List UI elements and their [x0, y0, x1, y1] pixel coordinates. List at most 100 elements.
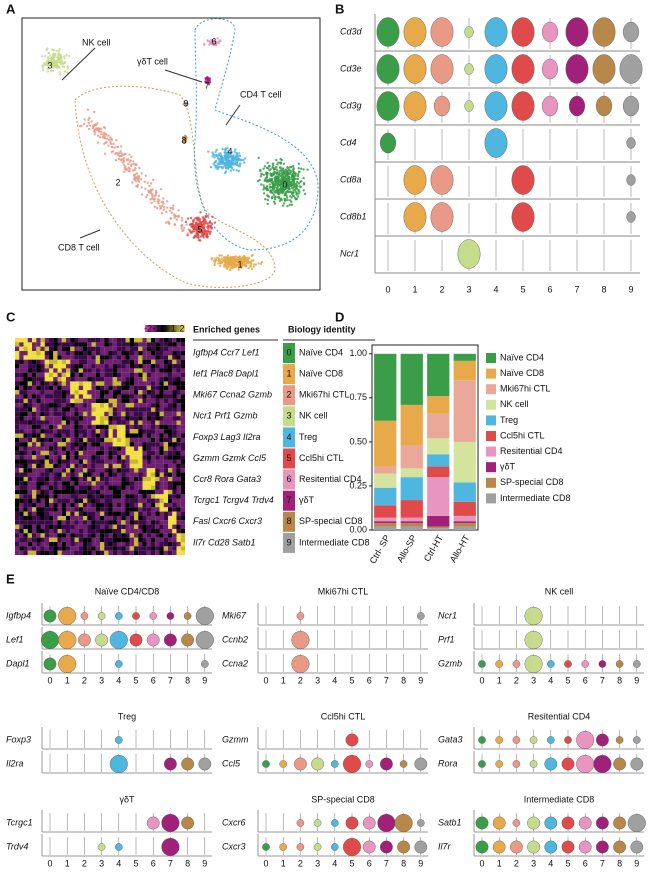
x-tick-label: 1: [65, 675, 70, 685]
gene-label: Rora: [438, 758, 458, 768]
heatmap-cell: [180, 515, 186, 521]
violin: [544, 816, 558, 830]
heatmap-cell: [125, 390, 130, 395]
identity-label: Mki67hi CTL: [299, 390, 350, 400]
heatmap-cell: [74, 407, 79, 412]
heatmap-cell: [117, 450, 122, 456]
heatmap-cell: [87, 338, 92, 343]
heatmap-cell: [53, 385, 58, 391]
heatmap-cell: [32, 528, 37, 534]
bar-segment: [400, 500, 423, 518]
heatmap-cell: [134, 385, 139, 391]
heatmap-cell: [27, 472, 33, 477]
heatmap-cell: [155, 524, 160, 530]
heatmap-cell: [87, 520, 92, 525]
cell-dot: [202, 220, 205, 223]
cell-dot: [279, 166, 282, 169]
heatmap-cell: [53, 372, 58, 378]
heatmap-cell: [104, 429, 109, 434]
cell-dot: [297, 162, 301, 165]
heatmap-cell: [36, 502, 41, 508]
heatmap-cell: [53, 541, 58, 547]
heatmap-cell: [83, 416, 88, 421]
cell-dot: [91, 126, 95, 130]
violin: [365, 760, 374, 768]
heatmap-cell: [146, 511, 152, 516]
heatmap-cell: [129, 390, 135, 395]
cell-dot: [192, 228, 195, 231]
heatmap-cell: [91, 520, 96, 525]
heatmap-cell: [142, 502, 147, 508]
heatmap-cell: [44, 411, 50, 417]
heatmap-cell: [53, 359, 58, 365]
heatmap-cell: [159, 394, 164, 399]
cell-dot: [299, 167, 303, 170]
cell-dot: [58, 71, 61, 74]
heatmap-cell: [23, 351, 28, 356]
heatmap-cell: [117, 420, 122, 425]
heatmap-cell: [151, 468, 156, 473]
violin: [343, 838, 362, 857]
heatmap-cell: [134, 364, 139, 369]
heatmap-cell: [176, 446, 181, 451]
heatmap-cell: [40, 433, 45, 438]
heatmap-cell: [57, 459, 62, 464]
heatmap-cell: [159, 511, 164, 516]
heatmap-cell: [176, 528, 181, 534]
heatmap-cell: [180, 420, 186, 425]
heatmap-cell: [74, 546, 79, 551]
violin: [613, 816, 626, 830]
cell-dot: [236, 163, 239, 166]
heatmap-cell: [129, 424, 135, 430]
violin: [115, 736, 123, 744]
heatmap-cell: [83, 541, 88, 547]
heatmap-cell: [61, 498, 67, 503]
heatmap-cell: [61, 472, 67, 477]
cell-dot: [42, 64, 46, 67]
heatmap-cell: [151, 476, 156, 482]
cell-dot: [135, 172, 139, 175]
heatmap-cell: [125, 485, 130, 490]
heatmap-cell: [117, 455, 122, 460]
cell-dot: [195, 216, 199, 219]
cell-dot: [226, 254, 230, 257]
panel-label: B: [335, 1, 344, 16]
heatmap-cell: [27, 338, 33, 343]
heatmap-cell: [53, 368, 58, 373]
cell-dot: [105, 141, 108, 144]
heatmap-cell: [61, 403, 67, 408]
heatmap-cell: [15, 494, 20, 499]
heatmap-cell: [108, 411, 113, 417]
identity-label: SP-special CD8: [299, 516, 363, 526]
violin: [512, 736, 521, 744]
heatmap-cell: [159, 351, 164, 356]
heatmap-cell: [57, 494, 62, 499]
heatmap-cell: [112, 420, 118, 425]
violin: [403, 54, 427, 84]
heatmap-cell: [57, 420, 62, 425]
heatmap-cell: [40, 507, 45, 512]
heatmap-cell: [23, 377, 28, 382]
heatmap-cell: [180, 342, 186, 347]
heatmap-cell: [95, 511, 101, 516]
heatmap-cell: [36, 338, 41, 343]
heatmap-cell: [70, 424, 75, 430]
heatmap-cell: [134, 537, 139, 543]
heatmap-cell: [70, 342, 75, 347]
gene-label: Cd4: [340, 137, 357, 147]
heatmap-cell: [95, 338, 101, 343]
cell-dot: [203, 228, 206, 232]
cell-dot: [134, 163, 138, 166]
heatmap-cell: [83, 407, 88, 412]
heatmap-cell: [74, 502, 79, 508]
heatmap-cell: [117, 498, 122, 503]
heatmap-cell: [44, 537, 50, 543]
cell-dot: [204, 77, 207, 80]
heatmap-cell: [142, 372, 147, 378]
heatmap-cell: [19, 385, 24, 391]
heatmap-cell: [95, 355, 101, 360]
heatmap-cell: [155, 355, 160, 360]
heatmap-cell: [100, 407, 105, 412]
heatmap-cell: [176, 394, 181, 399]
heatmap-cell: [138, 494, 143, 499]
